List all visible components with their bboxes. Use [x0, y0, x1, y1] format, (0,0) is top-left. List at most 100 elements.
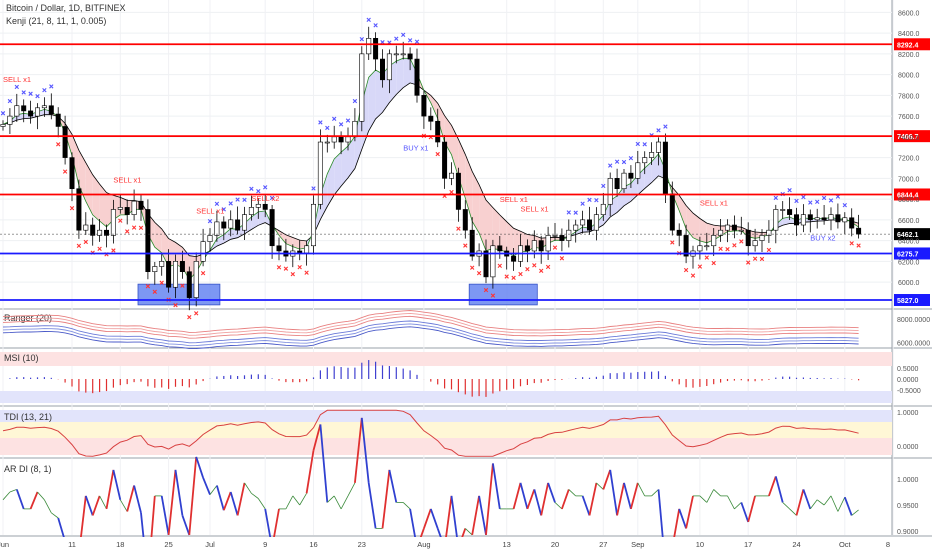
- candle-bear[interactable]: [787, 209, 793, 215]
- candle-bull[interactable]: [593, 214, 599, 231]
- candle-bull[interactable]: [41, 105, 47, 109]
- candle-bear[interactable]: [104, 229, 110, 236]
- candle-bear[interactable]: [62, 126, 68, 158]
- candle-bear[interactable]: [455, 172, 461, 210]
- candle-bear[interactable]: [338, 136, 344, 143]
- candle-bear[interactable]: [414, 58, 420, 96]
- candle-bear[interactable]: [745, 229, 751, 247]
- candle-bull[interactable]: [607, 178, 613, 205]
- candle-bull[interactable]: [359, 53, 365, 122]
- candle-bear[interactable]: [793, 214, 799, 226]
- candle-bull[interactable]: [738, 229, 744, 232]
- candle-bull[interactable]: [766, 229, 772, 236]
- candle-bull[interactable]: [718, 229, 724, 236]
- candle-bear[interactable]: [669, 193, 675, 231]
- candle-bull[interactable]: [242, 214, 248, 231]
- candle-bull[interactable]: [331, 136, 337, 143]
- candle-bear[interactable]: [269, 209, 275, 247]
- candle-bull[interactable]: [366, 38, 372, 55]
- candle-bull[interactable]: [400, 53, 406, 56]
- candle-bear[interactable]: [469, 229, 475, 257]
- candle-bear[interactable]: [559, 235, 565, 241]
- candle-bull[interactable]: [0, 124, 6, 127]
- candle-bull[interactable]: [600, 203, 606, 215]
- candle-bull[interactable]: [580, 219, 586, 226]
- candle-bull[interactable]: [621, 172, 627, 190]
- candle-bull[interactable]: [131, 200, 137, 215]
- candle-bull[interactable]: [545, 235, 551, 252]
- candle-bull[interactable]: [248, 207, 254, 215]
- candle-bull[interactable]: [34, 107, 40, 117]
- candle-bull[interactable]: [649, 152, 655, 158]
- candle-bull[interactable]: [724, 224, 730, 231]
- candle-bear[interactable]: [28, 110, 34, 117]
- candle-bear[interactable]: [676, 229, 682, 236]
- candle-bear[interactable]: [69, 157, 75, 190]
- candle-bear[interactable]: [524, 245, 530, 252]
- candle-bull[interactable]: [828, 214, 834, 221]
- candle-bear[interactable]: [373, 38, 379, 60]
- candle-bear[interactable]: [55, 113, 61, 127]
- candle-bear[interactable]: [428, 115, 434, 122]
- candle-bear[interactable]: [683, 235, 689, 257]
- candle-bull[interactable]: [800, 214, 806, 226]
- candle-bull[interactable]: [814, 217, 820, 221]
- candle-bear[interactable]: [614, 178, 620, 190]
- candle-bull[interactable]: [317, 141, 323, 205]
- candle-bear[interactable]: [497, 245, 503, 252]
- candle-bull[interactable]: [14, 105, 20, 117]
- candle-bull[interactable]: [117, 207, 123, 210]
- candle-bull[interactable]: [228, 219, 234, 229]
- candle-bear[interactable]: [807, 214, 813, 221]
- candle-bull[interactable]: [842, 217, 848, 223]
- candle-bull[interactable]: [207, 235, 213, 242]
- candle-bull[interactable]: [655, 141, 661, 153]
- candle-bear[interactable]: [628, 172, 634, 179]
- candle-bull[interactable]: [193, 261, 199, 298]
- candle-bear[interactable]: [379, 58, 385, 81]
- candle-bull[interactable]: [448, 172, 454, 179]
- candle-bull[interactable]: [255, 203, 261, 208]
- candle-bear[interactable]: [662, 141, 668, 195]
- candle-bull[interactable]: [386, 53, 392, 81]
- candle-bull[interactable]: [97, 229, 103, 236]
- candle-bull[interactable]: [752, 240, 758, 247]
- candle-bull[interactable]: [704, 245, 710, 248]
- candle-bear[interactable]: [48, 105, 54, 115]
- candle-bear[interactable]: [145, 209, 151, 272]
- candle-bull[interactable]: [152, 266, 158, 272]
- candle-bear[interactable]: [21, 105, 27, 112]
- candle-bear[interactable]: [435, 120, 441, 143]
- candle-bull[interactable]: [490, 245, 496, 278]
- candle-bull[interactable]: [324, 141, 330, 144]
- candle-bull[interactable]: [310, 203, 316, 247]
- candle-bull[interactable]: [711, 235, 717, 247]
- candle-bear[interactable]: [586, 219, 592, 231]
- candle-bull[interactable]: [83, 224, 89, 231]
- candle-bear[interactable]: [462, 209, 468, 231]
- candle-bull[interactable]: [635, 162, 641, 179]
- candle-bear[interactable]: [124, 207, 130, 215]
- candle-bull[interactable]: [566, 229, 572, 241]
- candle-bull[interactable]: [304, 245, 310, 254]
- candle-bear[interactable]: [856, 227, 862, 235]
- candle-bear[interactable]: [511, 255, 517, 262]
- candle-bear[interactable]: [483, 250, 489, 278]
- candle-bull[interactable]: [759, 235, 765, 241]
- candle-bear[interactable]: [235, 219, 241, 231]
- candle-bear[interactable]: [221, 221, 227, 229]
- candle-bear[interactable]: [166, 261, 172, 288]
- candle-bear[interactable]: [731, 224, 737, 231]
- candle-bear[interactable]: [835, 214, 841, 223]
- candle-bull[interactable]: [110, 209, 116, 236]
- candle-bull[interactable]: [345, 136, 351, 143]
- candle-bear[interactable]: [407, 53, 413, 60]
- candle-bear[interactable]: [179, 261, 185, 272]
- candle-bull[interactable]: [393, 53, 399, 56]
- candle-bear[interactable]: [138, 200, 144, 210]
- candle-bear[interactable]: [262, 203, 268, 210]
- candle-bull[interactable]: [697, 245, 703, 252]
- candle-bull[interactable]: [642, 157, 648, 164]
- candle-bull[interactable]: [7, 115, 13, 125]
- candle-bull[interactable]: [352, 120, 358, 138]
